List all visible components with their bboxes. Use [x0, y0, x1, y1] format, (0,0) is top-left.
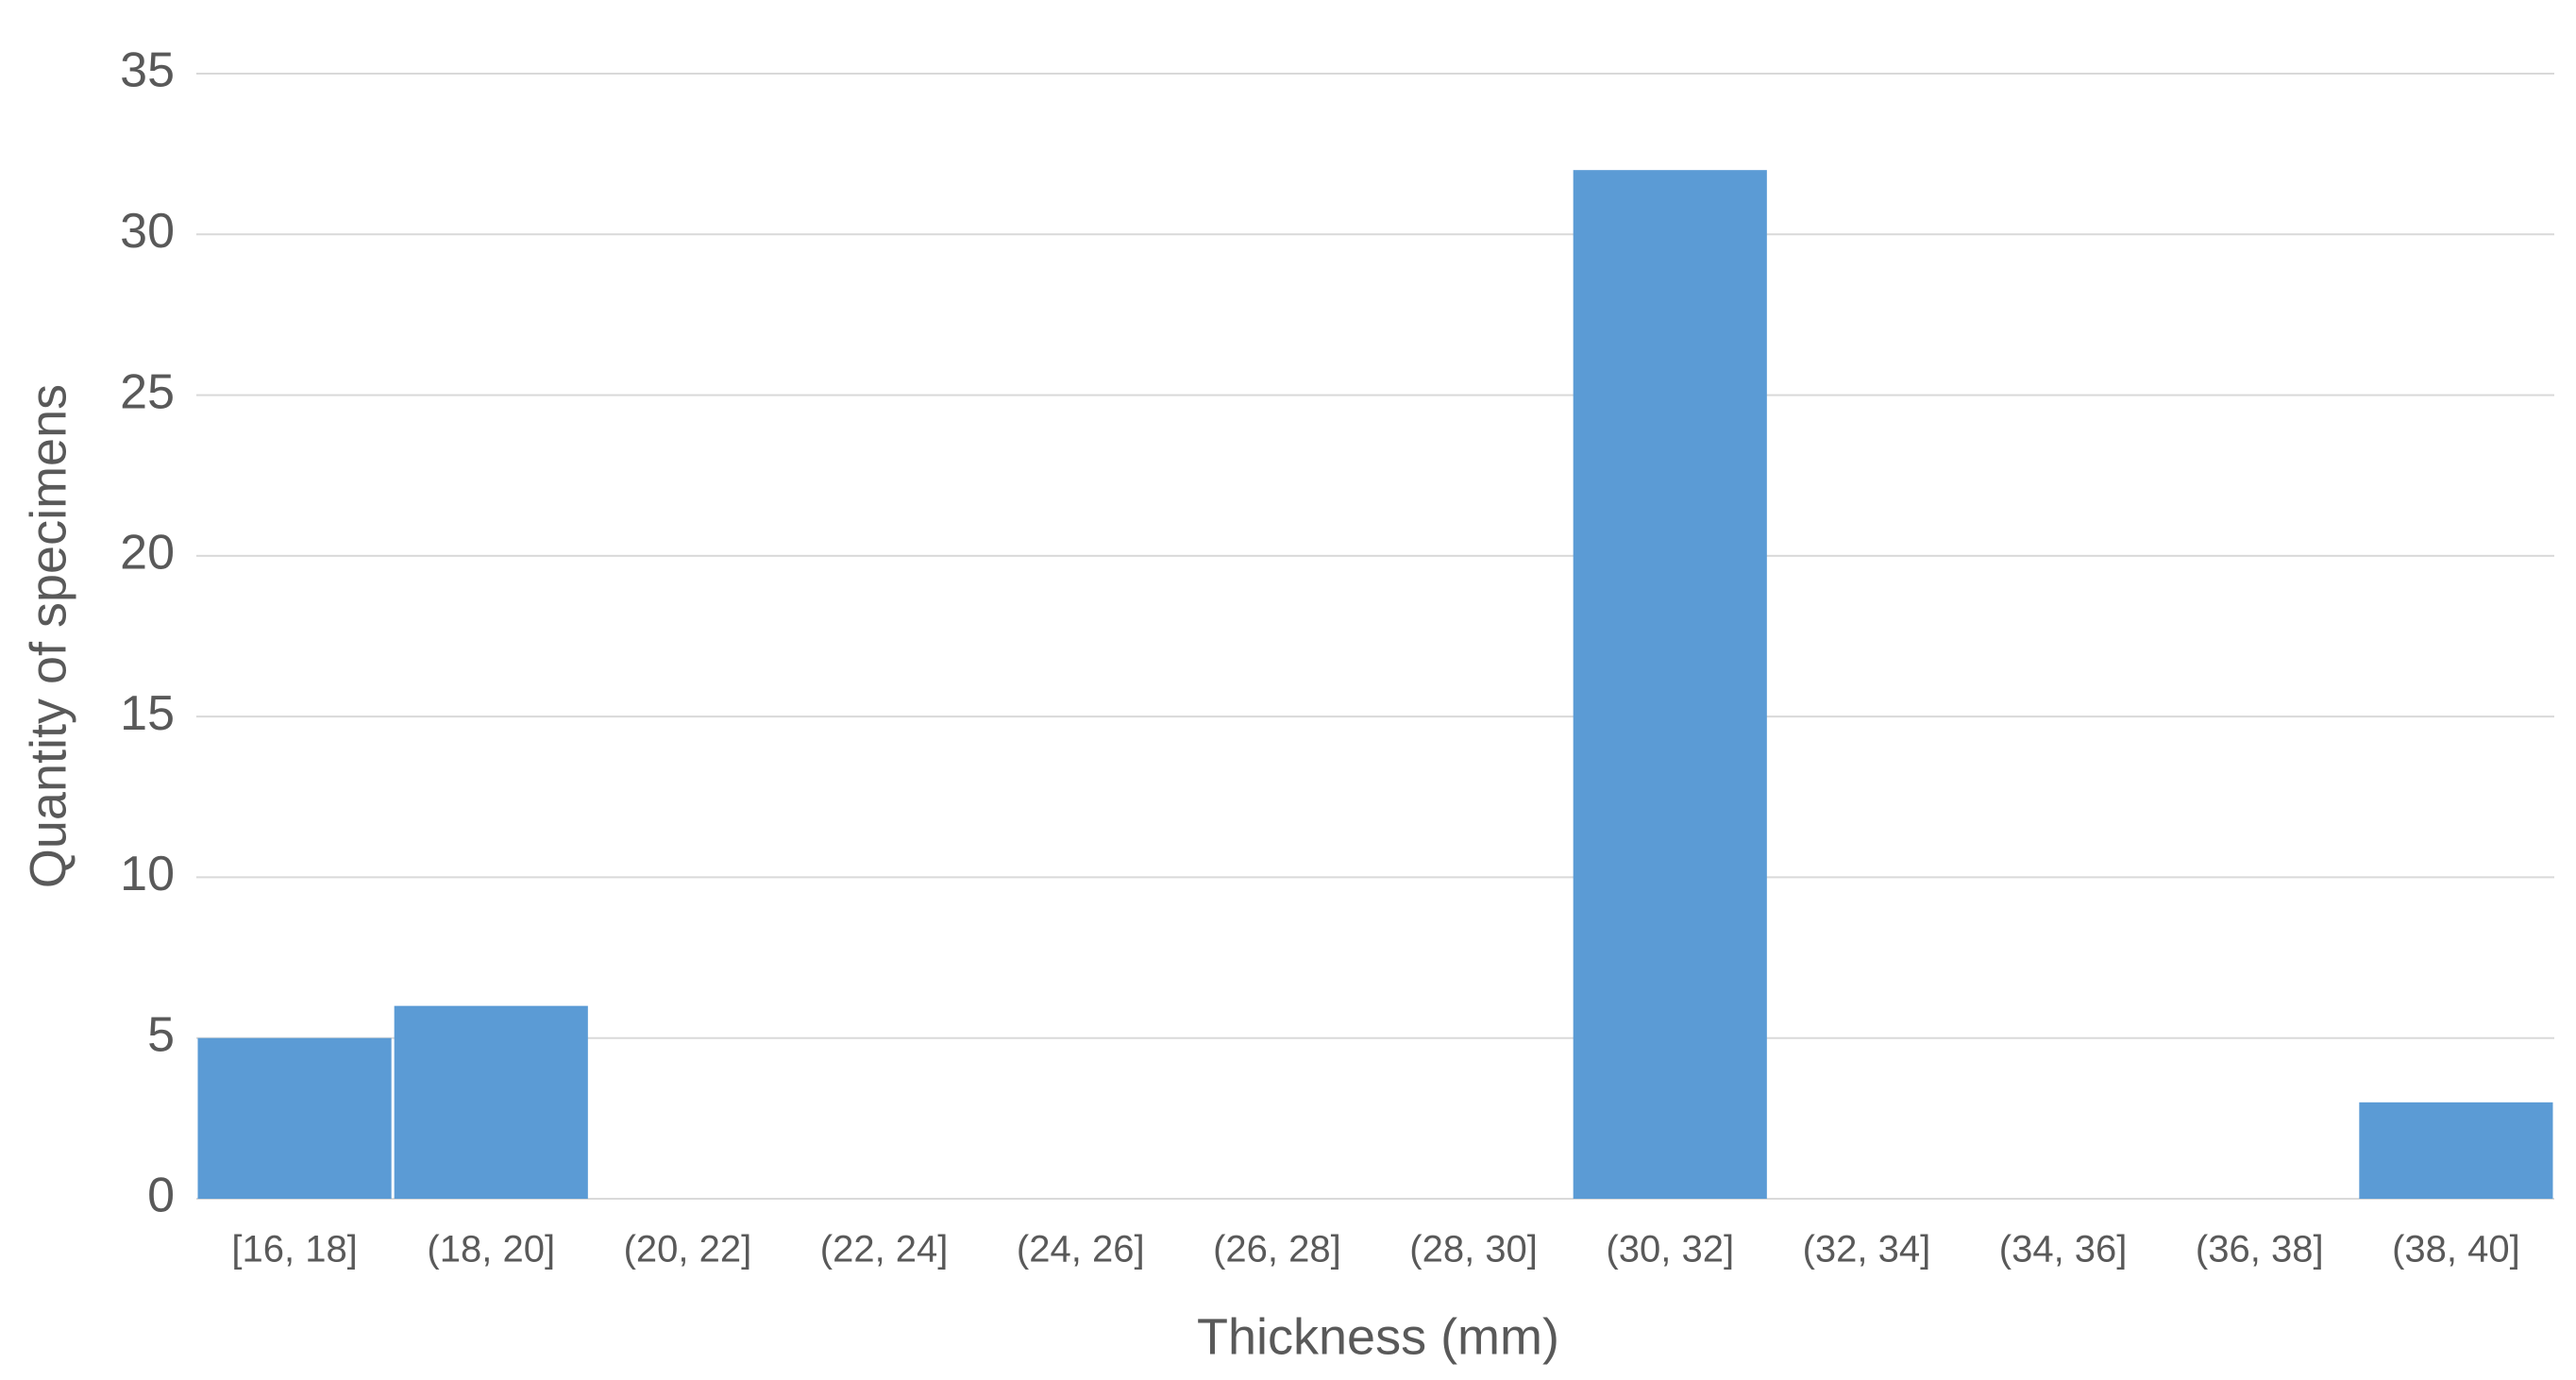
- x-tick-label: (22, 24]: [820, 1229, 949, 1271]
- y-tick-label: 20: [120, 526, 175, 581]
- x-tick-label: [16, 18]: [231, 1229, 357, 1271]
- y-tick-label: 10: [120, 847, 175, 901]
- x-tick-label: (26, 28]: [1213, 1229, 1341, 1271]
- y-tick-label: 30: [120, 204, 175, 259]
- bar: [1573, 170, 1767, 1200]
- y-tick-label: 15: [120, 686, 175, 741]
- y-tick-label: 25: [120, 364, 175, 419]
- x-tick-label: (20, 22]: [624, 1229, 752, 1271]
- y-axis-title: Quantity of specimens: [20, 384, 76, 888]
- x-tick-label: (18, 20]: [427, 1229, 555, 1271]
- y-tick-label: 35: [120, 43, 175, 98]
- x-tick-label: (32, 34]: [1803, 1229, 1931, 1271]
- y-tick-label: 5: [147, 1007, 175, 1062]
- x-tick-label: (36, 38]: [2196, 1229, 2324, 1271]
- bar: [394, 1005, 588, 1199]
- x-tick-label: (34, 36]: [1999, 1229, 2128, 1271]
- bar: [197, 1037, 392, 1199]
- x-tick-label: (28, 30]: [1409, 1229, 1538, 1271]
- x-tick-label: (30, 32]: [1606, 1229, 1734, 1271]
- x-tick-label: (24, 26]: [1017, 1229, 1145, 1271]
- bar: [2359, 1102, 2553, 1199]
- y-tick-label: 0: [147, 1169, 175, 1223]
- x-tick-label: (38, 40]: [2392, 1229, 2520, 1271]
- x-axis-title: Thickness (mm): [1197, 1308, 1559, 1365]
